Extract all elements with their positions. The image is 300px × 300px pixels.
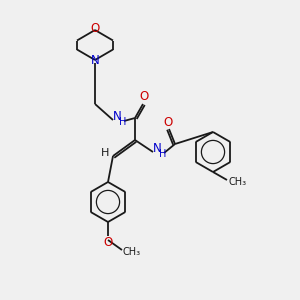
Text: H: H [101, 148, 109, 158]
Text: H: H [119, 117, 127, 127]
Text: N: N [91, 55, 99, 68]
Text: N: N [112, 110, 122, 124]
Text: O: O [164, 116, 172, 128]
Text: CH₃: CH₃ [123, 247, 141, 257]
Text: H: H [159, 149, 167, 159]
Text: CH₃: CH₃ [229, 177, 247, 187]
Text: O: O [103, 236, 112, 250]
Text: O: O [140, 91, 148, 103]
Text: N: N [153, 142, 161, 155]
Text: O: O [90, 22, 100, 35]
